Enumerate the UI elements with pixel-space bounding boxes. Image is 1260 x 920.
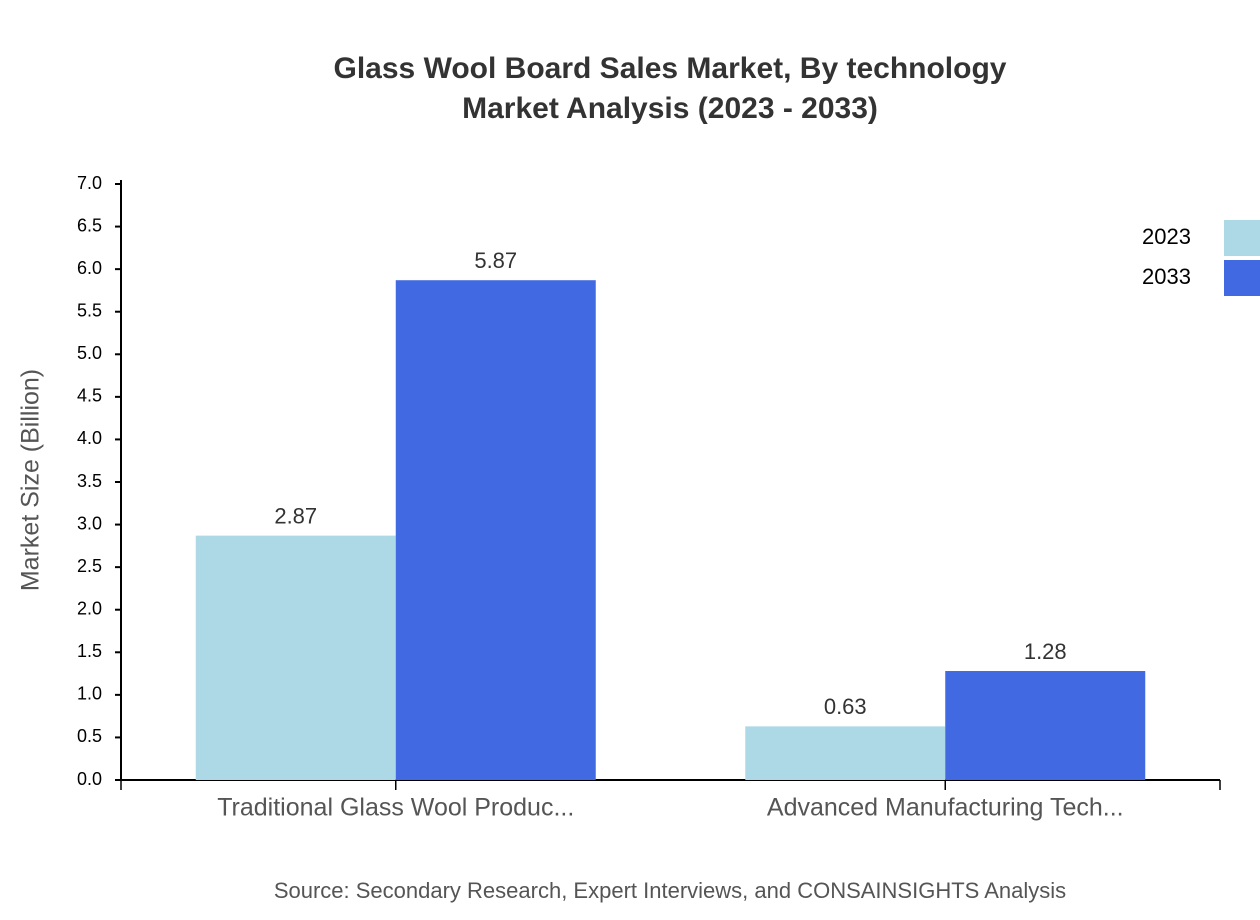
value-label: 1.28 [1024, 639, 1067, 664]
value-label: 5.87 [474, 248, 517, 273]
legend-swatch [1224, 260, 1260, 296]
x-tick-label: Traditional Glass Wool Produc... [217, 794, 574, 822]
y-tick-label: 6.0 [77, 258, 102, 278]
source-note: Source: Secondary Research, Expert Inter… [274, 878, 1066, 903]
y-tick-label: 3.5 [77, 471, 102, 491]
y-tick-label: 4.0 [77, 428, 102, 448]
y-axis-title: Market Size (Billion) [17, 369, 45, 591]
bar [395, 280, 596, 780]
y-tick-label: 6.5 [77, 215, 102, 235]
y-tick-label: 2.5 [77, 556, 102, 576]
value-label: 2.87 [274, 503, 317, 528]
legend-label: 2023 [1142, 224, 1191, 249]
x-tick-label: Advanced Manufacturing Tech... [767, 794, 1124, 822]
y-tick-label: 1.0 [77, 684, 102, 704]
bar [945, 671, 1146, 780]
y-tick-label: 3.0 [77, 513, 102, 533]
y-tick-label: 1.5 [77, 641, 102, 661]
value-label: 0.63 [824, 694, 867, 719]
y-tick-label: 0.5 [77, 726, 102, 746]
bar [195, 535, 396, 780]
legend-swatch [1224, 220, 1260, 256]
y-tick-label: 5.0 [77, 343, 102, 363]
legend-label: 2033 [1142, 264, 1191, 289]
y-tick-label: 5.5 [77, 300, 102, 320]
chart-title: Market Analysis (2023 - 2033) [462, 92, 878, 125]
y-tick-label: 0.0 [77, 769, 102, 789]
bar [745, 726, 946, 780]
y-tick-label: 7.0 [77, 173, 102, 193]
chart-title: Glass Wool Board Sales Market, By techno… [334, 52, 1007, 85]
y-tick-label: 2.0 [77, 598, 102, 618]
y-tick-label: 4.5 [77, 386, 102, 406]
